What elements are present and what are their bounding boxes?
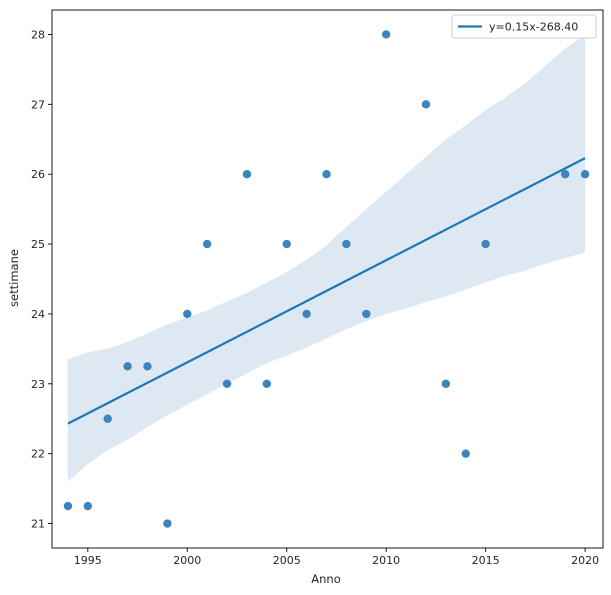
- data-point: [242, 169, 252, 179]
- data-point: [302, 309, 311, 319]
- confidence-band-layer: [67, 34, 586, 482]
- x-axis-label: Anno: [311, 572, 340, 586]
- regression-line-layer: [67, 157, 586, 425]
- data-points-layer: [63, 30, 590, 528]
- data-point: [202, 239, 212, 249]
- y-tick-label: 23: [31, 378, 45, 391]
- plot-frame: [51, 9, 604, 549]
- x-tick-label: 2015: [472, 554, 500, 567]
- data-point: [561, 169, 570, 179]
- data-point: [461, 449, 470, 458]
- data-point: [222, 379, 232, 389]
- y-tick-label: 22: [31, 448, 45, 461]
- data-point: [183, 309, 192, 319]
- y-tick-label: 28: [31, 28, 45, 41]
- axes-layer: [51, 9, 604, 549]
- data-point: [143, 362, 152, 371]
- y-tick-label: 21: [31, 518, 45, 531]
- data-point: [342, 239, 351, 249]
- data-point: [362, 309, 371, 319]
- y-tick-label: 26: [31, 168, 45, 181]
- data-point: [381, 30, 391, 39]
- confidence-band: [67, 34, 586, 482]
- legend: y=0.15x-268.40: [451, 14, 597, 39]
- legend-label: y=0.15x-268.40: [489, 21, 578, 34]
- regression-line: [67, 157, 586, 425]
- data-point: [322, 169, 331, 179]
- data-point: [421, 100, 431, 109]
- y-tick-label: 25: [31, 238, 45, 251]
- x-tick-label: 2010: [372, 554, 400, 567]
- x-tick-label: 1995: [74, 554, 102, 567]
- data-point: [123, 362, 132, 371]
- data-point: [282, 239, 291, 249]
- x-tick-label: 2005: [273, 554, 301, 567]
- data-point: [63, 501, 73, 511]
- data-point: [481, 239, 490, 249]
- data-point: [83, 501, 93, 511]
- data-point: [580, 169, 590, 179]
- x-tick-label: 2020: [571, 554, 599, 567]
- y-axis-label: settimane: [7, 249, 21, 307]
- ticks-layer: 1995 2000 2005 2010 2015 2020 21 22 23 24 25 26 27 28: [31, 28, 599, 567]
- data-point: [163, 519, 172, 528]
- x-tick-label: 2000: [173, 554, 201, 567]
- y-tick-label: 27: [31, 98, 45, 111]
- y-tick-label: 24: [31, 308, 45, 321]
- data-point: [441, 379, 451, 389]
- legend-box: [451, 14, 597, 39]
- data-point: [103, 414, 112, 423]
- data-point: [262, 379, 272, 389]
